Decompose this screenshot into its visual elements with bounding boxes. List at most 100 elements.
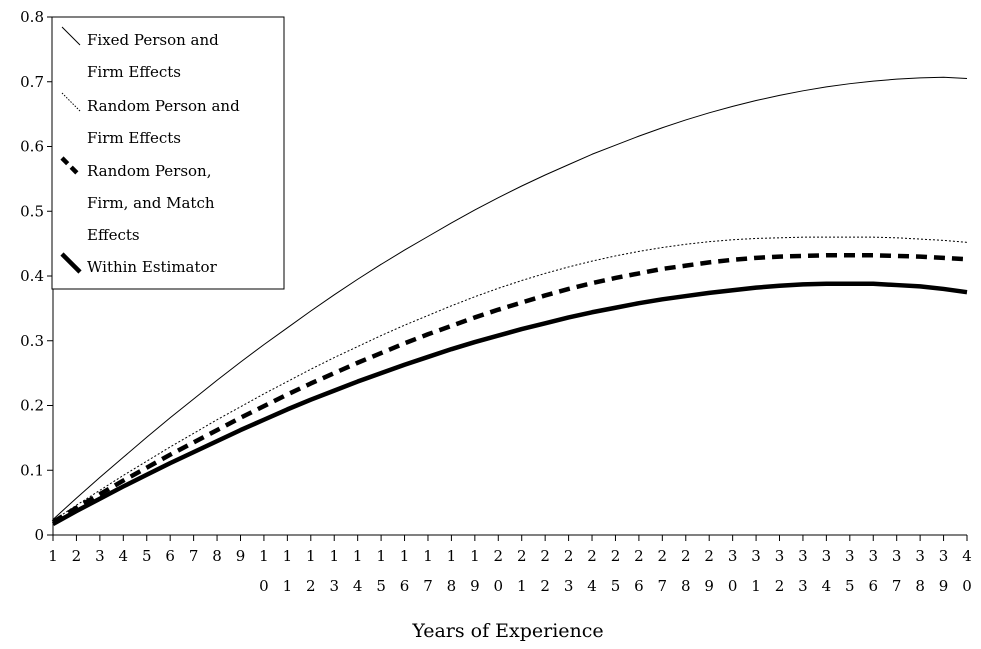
x-tick-label: 1 xyxy=(259,547,269,565)
legend-swatch xyxy=(60,252,82,274)
y-tick-label: 0.5 xyxy=(20,202,44,220)
axes-layer: 00.10.20.30.40.50.60.70.81 2 3 4 5 6 7 8 9 101112… xyxy=(20,8,972,595)
legend-swatch xyxy=(61,92,81,112)
x-tick-label: 0 xyxy=(494,577,504,595)
x-tick-label: 1 xyxy=(306,547,316,565)
x-tick-label: 5 xyxy=(611,577,621,595)
y-tick-label: 0.3 xyxy=(20,332,44,350)
series-4 xyxy=(51,281,968,526)
x-tick-label: 3 xyxy=(892,547,902,565)
x-tick-label: 2 xyxy=(306,577,316,595)
x-tick-label: 2 xyxy=(775,577,785,595)
x-tick-label: 2 xyxy=(540,547,550,565)
x-tick-label: 4 xyxy=(587,577,597,595)
legend: Fixed Person and Firm Effects Random Perso… xyxy=(51,16,285,290)
x-tick-label: 1 xyxy=(423,547,433,565)
legend-swatch xyxy=(60,156,82,178)
x-tick-label: 8 xyxy=(681,577,691,595)
x-tick-label: 2 xyxy=(611,547,621,565)
legend-box xyxy=(51,16,285,290)
x-tick-label: 6 xyxy=(868,577,878,595)
x-tick-label: 5 xyxy=(142,547,152,565)
legend-label: Effects xyxy=(87,226,140,244)
x-tick-label: 2 xyxy=(72,547,82,565)
x-tick-label: 7 xyxy=(658,577,668,595)
x-tick-label: 3 xyxy=(775,547,785,565)
x-tick-label: 2 xyxy=(564,547,574,565)
legend-label: Firm, and Match xyxy=(87,194,215,212)
x-tick-label: 4 xyxy=(962,547,972,565)
x-tick-label: 1 xyxy=(517,577,527,595)
x-tick-label: 3 xyxy=(564,577,574,595)
x-tick-label: 0 xyxy=(728,577,738,595)
x-tick-label: 4 xyxy=(353,577,363,595)
x-tick-label: 1 xyxy=(48,547,58,565)
legend-swatch xyxy=(61,26,81,46)
series-2 xyxy=(52,236,968,522)
x-tick-label: 0 xyxy=(962,577,972,595)
x-tick-label: 2 xyxy=(704,547,714,565)
y-tick-label: 0.8 xyxy=(20,8,44,26)
x-tick-label: 1 xyxy=(329,547,339,565)
y-tick-label: 0.6 xyxy=(20,138,44,156)
x-tick-label: 2 xyxy=(634,547,644,565)
x-tick-label: 7 xyxy=(423,577,433,595)
x-tick-label: 9 xyxy=(704,577,714,595)
x-tick-label: 5 xyxy=(845,577,855,595)
series-layer xyxy=(51,76,968,526)
x-tick-label: 6 xyxy=(400,577,410,595)
x-axis-title: Years of Experience xyxy=(411,620,603,642)
x-tick-label: 3 xyxy=(822,547,832,565)
y-tick-label: 0 xyxy=(34,526,44,544)
y-tick-label: 0.7 xyxy=(20,73,44,91)
x-tick-label: 1 xyxy=(470,547,480,565)
x-tick-label: 1 xyxy=(376,547,386,565)
x-tick-label: 8 xyxy=(915,577,925,595)
x-tick-label: 3 xyxy=(798,547,808,565)
x-tick-label: 3 xyxy=(915,547,925,565)
x-tick-label: 3 xyxy=(868,547,878,565)
x-tick-label: 9 xyxy=(236,547,246,565)
series-line xyxy=(52,236,968,522)
x-tick-label: 6 xyxy=(634,577,644,595)
legend-label: Random Person and xyxy=(87,97,240,115)
series-3 xyxy=(51,253,968,524)
x-tick-label: 6 xyxy=(165,547,175,565)
x-tick-label: 2 xyxy=(681,547,691,565)
x-tick-label: 3 xyxy=(798,577,808,595)
x-tick-label: 1 xyxy=(283,547,293,565)
x-tick-label: 0 xyxy=(259,577,269,595)
series-line xyxy=(52,76,968,520)
x-tick-label: 8 xyxy=(212,547,222,565)
x-tick-label: 2 xyxy=(517,547,527,565)
series-line xyxy=(51,281,968,526)
x-tick-label: 2 xyxy=(658,547,668,565)
x-tick-label: 3 xyxy=(95,547,105,565)
x-tick-label: 1 xyxy=(447,547,457,565)
x-tick-label: 1 xyxy=(751,577,761,595)
x-tick-label: 9 xyxy=(470,577,480,595)
y-tick-label: 0.2 xyxy=(20,397,44,415)
x-tick-label: 1 xyxy=(400,547,410,565)
x-tick-label: 4 xyxy=(119,547,129,565)
x-tick-label: 3 xyxy=(751,547,761,565)
x-tick-label: 5 xyxy=(376,577,386,595)
x-tick-label: 3 xyxy=(845,547,855,565)
x-tick-label: 2 xyxy=(494,547,504,565)
x-tick-label: 8 xyxy=(447,577,457,595)
x-tick-label: 4 xyxy=(822,577,832,595)
y-tick-label: 0.4 xyxy=(20,267,44,285)
x-tick-label: 1 xyxy=(353,547,363,565)
x-tick-label: 3 xyxy=(329,577,339,595)
series-1 xyxy=(52,76,968,520)
x-tick-label: 9 xyxy=(939,577,949,595)
x-tick-label: 3 xyxy=(728,547,738,565)
legend-label: Firm Effects xyxy=(87,63,181,81)
x-tick-label: 2 xyxy=(540,577,550,595)
legend-label: Fixed Person and xyxy=(87,31,219,49)
legend-label: Firm Effects xyxy=(87,129,181,147)
x-tick-label: 1 xyxy=(283,577,293,595)
legend-label: Within Estimator xyxy=(87,258,218,276)
